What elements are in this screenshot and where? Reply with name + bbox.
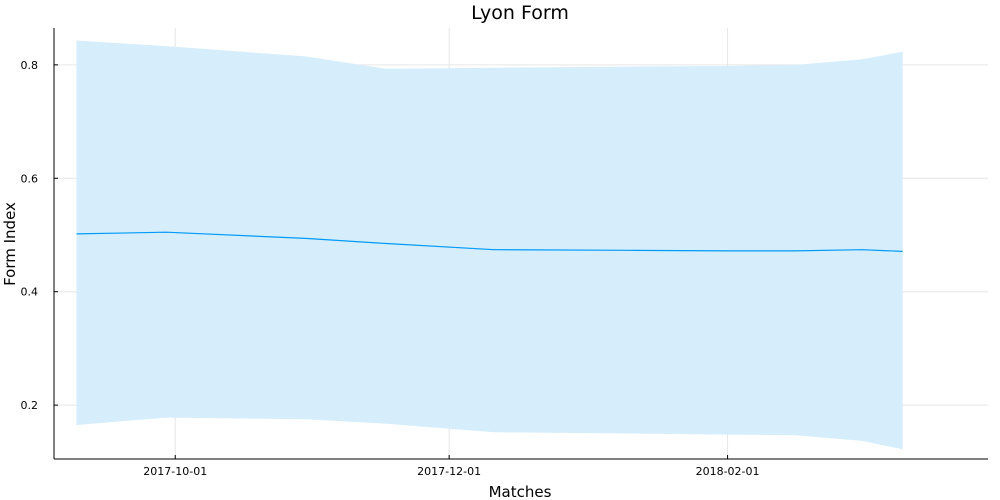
tick-labels: 2017-10-01 2017-12-01 2018-02-01 0.2 0.4 0.6 0…: [21, 59, 760, 478]
x-tick-label: 2018-02-01: [696, 465, 760, 478]
y-tick-label: 0.4: [21, 286, 39, 299]
band-area: [76, 40, 903, 450]
y-tick-label: 0.8: [21, 59, 39, 72]
y-tick-label: 0.6: [21, 172, 39, 185]
y-axis-label: Form Index: [1, 202, 19, 286]
form-line: [76, 231, 903, 252]
confidence-band: [76, 40, 903, 450]
series-line: [76, 231, 903, 252]
x-axis-label: Matches: [489, 483, 552, 500]
y-tick-label: 0.2: [21, 399, 39, 412]
x-tick-label: 2017-12-01: [417, 465, 481, 478]
chart-title: Lyon Form: [471, 2, 569, 24]
axes: [53, 28, 988, 460]
x-tick-label: 2017-10-01: [143, 465, 207, 478]
